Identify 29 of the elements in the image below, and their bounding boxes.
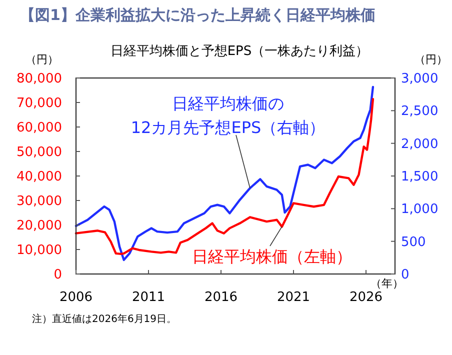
y-tick-label: 60,000 [16,120,62,136]
y-tick-label: 30,000 [16,194,62,210]
y-tick-label: 10,000 [16,243,62,258]
x-tick-label: 2016 [204,290,238,305]
y-tick-label: 0 [54,268,62,283]
y-tick-label: 70,000 [16,96,62,112]
y2-tick-label: 2,500 [401,104,438,120]
y-tick-label: 40,000 [16,170,62,185]
y-axis-title: （円） [26,53,58,66]
y2-axis-title: （円） [414,53,448,66]
chart-title: 【図1】企業利益拡大に沿った上昇続く日経平均株価 [20,6,376,24]
series-label: 日経平均株価（左軸） [192,247,352,266]
x-tick-label: 2006 [59,290,93,305]
y2-tick-label: 1,000 [401,202,438,218]
y2-tick-label: 2,000 [401,136,438,152]
x-tick-label: 2026 [349,290,383,305]
y-tick-label: 20,000 [16,218,62,234]
series-label: 日経平均株価の 12カ月先予想EPS（右軸） [130,94,326,137]
y-tick-label: 50,000 [16,145,62,160]
x-axis-title: （年） [370,277,404,290]
text: 注）直近値は2026年6月19日。 [32,313,177,325]
y2-tick-label: 1,500 [401,170,438,185]
x-tick-label: 2021 [276,290,310,305]
y2-tick-label: 0 [401,268,410,283]
y2-tick-label: 3,000 [401,72,438,87]
x-tick-label: 2011 [132,290,166,305]
chart-subtitle: 日経平均株価と予想EPS（一株あたり利益） [110,44,369,59]
y-tick-label: 80,000 [16,72,62,87]
y2-tick-label: 500 [401,234,426,250]
